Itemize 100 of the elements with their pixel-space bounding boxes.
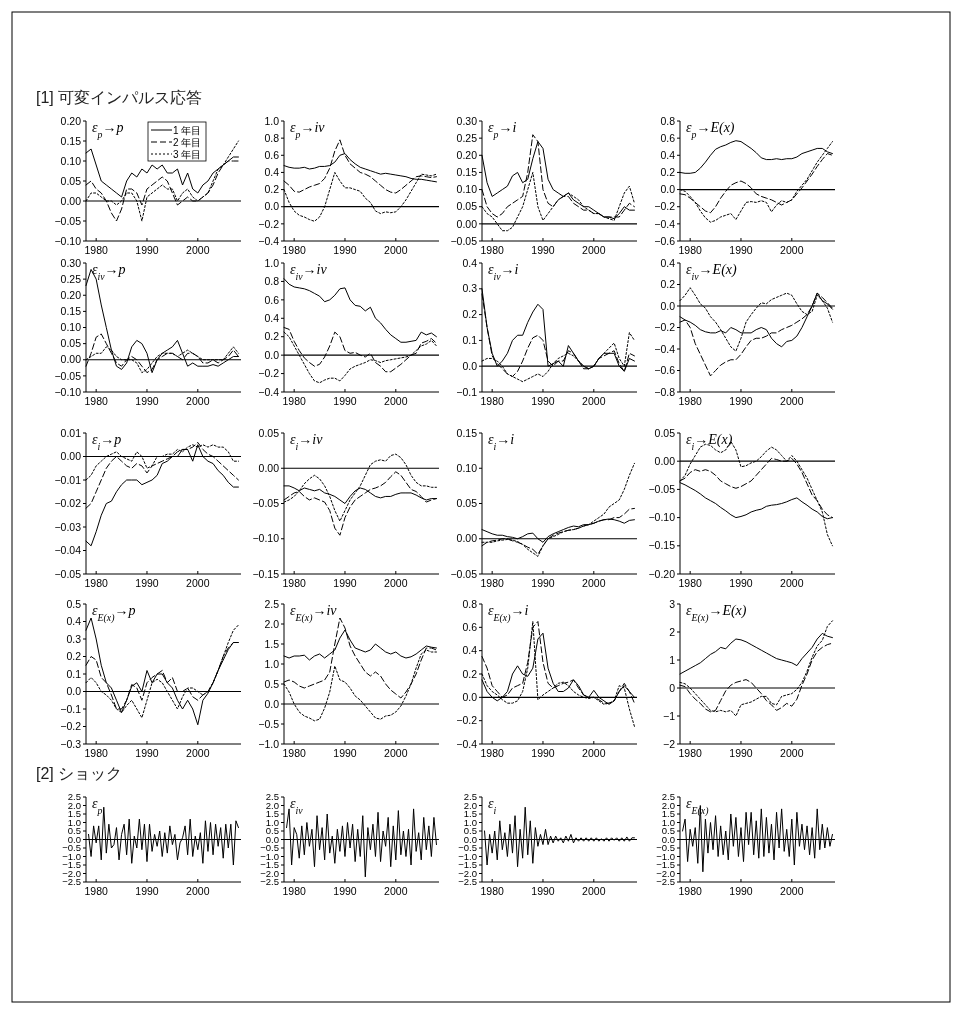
text: [1] 可変インパルス応答 (36, 89, 203, 106)
x-tick-label: 1990 (135, 885, 159, 897)
y-tick-label: 0.2 (66, 650, 82, 663)
x-tick-label: 1980 (678, 244, 702, 256)
x-tick-label: 2000 (384, 395, 408, 407)
y-tick-label: −0.01 (54, 473, 82, 486)
x-tick-label: 1990 (729, 395, 753, 407)
x-tick-label: 1990 (531, 244, 555, 256)
chart-title: ε$_{E(x)}$→p (92, 603, 136, 624)
y-tick-label: −2.5 (260, 876, 279, 888)
y-tick-label: 0.3 (66, 632, 82, 645)
y-tick-label: −0.2 (60, 720, 82, 733)
y-tick-label: 1.0 (264, 657, 280, 670)
y-tick-label: 0.30 (60, 256, 82, 269)
y-tick-label: 0.20 (456, 148, 478, 161)
y-tick-label: 0.25 (456, 131, 478, 144)
x-tick-label: 2000 (384, 577, 408, 589)
y-tick-label: 0.00 (60, 450, 82, 463)
x-tick-label: 1990 (333, 747, 357, 759)
y-tick-label: 0.4 (660, 148, 676, 161)
y-tick-label: 0.00 (456, 532, 478, 545)
y-tick-label: 0.25 (60, 272, 82, 285)
y-tick-label: 0.4 (66, 615, 82, 628)
x-tick-label: 2000 (186, 747, 210, 759)
y-tick-label: 0.5 (264, 677, 280, 690)
x-tick-label: 1990 (531, 577, 555, 589)
y-tick-label: −0.5 (258, 717, 280, 730)
y-tick-label: 0.0 (660, 299, 676, 312)
x-tick-label: 1980 (84, 885, 108, 897)
y-tick-label: 0.2 (264, 183, 280, 196)
x-tick-label: 1990 (333, 577, 357, 589)
x-tick-label: 1980 (480, 577, 504, 589)
x-tick-label: 1990 (729, 244, 753, 256)
legend-label: 2 年目 (173, 136, 202, 148)
x-tick-label: 2000 (186, 395, 210, 407)
x-tick-label: 1980 (480, 244, 504, 256)
y-tick-label: −1.0 (258, 737, 280, 750)
chart-title: ε$_{p}$→E(x) (686, 120, 735, 140)
y-tick-label: 2.5 (264, 597, 280, 610)
y-tick-label: −0.15 (648, 539, 676, 552)
x-tick-label: 1990 (729, 577, 753, 589)
y-tick-label: −2.5 (656, 876, 675, 888)
y-tick-label: 0.4 (264, 311, 280, 324)
chart-title: ε$_{p}$→i (488, 120, 517, 140)
x-tick-label: 1980 (480, 885, 504, 897)
x-tick-label: 1990 (135, 244, 159, 256)
chart-title: ε$_{i}$→E(x) (686, 432, 733, 452)
x-tick-label: 1980 (480, 747, 504, 759)
x-tick-label: 2000 (780, 747, 804, 759)
legend-label: 3 年目 (173, 148, 202, 160)
chart-title: ε$_{iv}$ (290, 796, 304, 816)
y-tick-label: 0.00 (654, 454, 676, 467)
y-tick-label: 0.2 (462, 667, 478, 680)
y-tick-label: −0.04 (54, 544, 82, 557)
y-tick-label: −0.4 (654, 217, 676, 230)
x-tick-label: 1980 (678, 577, 702, 589)
chart-title: ε$_{E(x)}$→E(x) (686, 603, 747, 624)
x-tick-label: 1990 (729, 747, 753, 759)
y-tick-label: −0.6 (654, 364, 676, 377)
chart-title: ε$_{iv}$→i (488, 262, 519, 282)
y-tick-label: −0.1 (456, 385, 478, 398)
x-tick-label: 2000 (384, 747, 408, 759)
y-tick-label: −0.4 (456, 737, 478, 750)
y-tick-label: −0.05 (54, 567, 82, 580)
y-tick-label: −0.2 (456, 714, 478, 727)
y-tick-label: 0.0 (660, 183, 676, 196)
y-tick-label: 1.0 (264, 256, 280, 269)
x-tick-label: 2000 (582, 747, 606, 759)
x-tick-label: 1990 (333, 885, 357, 897)
y-tick-label: 0.4 (660, 256, 676, 269)
x-tick-label: 1980 (282, 885, 306, 897)
y-tick-label: 0.0 (462, 691, 478, 704)
x-tick-label: 2000 (780, 395, 804, 407)
x-tick-label: 1980 (678, 395, 702, 407)
y-tick-label: −1 (663, 709, 676, 722)
x-tick-label: 1980 (84, 395, 108, 407)
y-tick-label: 0.15 (60, 134, 82, 147)
y-tick-label: 0.2 (660, 166, 676, 179)
y-tick-label: 1.0 (264, 114, 280, 127)
y-tick-label: 0.2 (660, 278, 676, 291)
x-tick-label: 1980 (84, 747, 108, 759)
x-tick-label: 1980 (678, 747, 702, 759)
y-tick-label: −0.2 (654, 321, 676, 334)
y-tick-label: 0.05 (654, 426, 676, 439)
chart-title: ε$_{i}$→iv (290, 432, 324, 452)
y-tick-label: −0.8 (654, 385, 676, 398)
x-tick-label: 2000 (780, 885, 804, 897)
x-tick-label: 2000 (582, 244, 606, 256)
y-tick-label: −0.2 (258, 367, 280, 380)
y-tick-label: 0.00 (258, 461, 280, 474)
y-tick-label: 0.0 (264, 348, 280, 361)
y-tick-label: −0.05 (648, 483, 676, 496)
chart-title: ε$_{p}$→p (92, 120, 124, 140)
x-tick-label: 2000 (186, 577, 210, 589)
y-tick-label: −0.05 (54, 214, 82, 227)
chart-title: ε$_{i}$ (488, 796, 497, 816)
y-tick-label: −0.2 (258, 217, 280, 230)
y-tick-label: 0.05 (456, 200, 478, 213)
y-tick-label: 0.0 (264, 697, 280, 710)
x-tick-label: 1990 (729, 885, 753, 897)
